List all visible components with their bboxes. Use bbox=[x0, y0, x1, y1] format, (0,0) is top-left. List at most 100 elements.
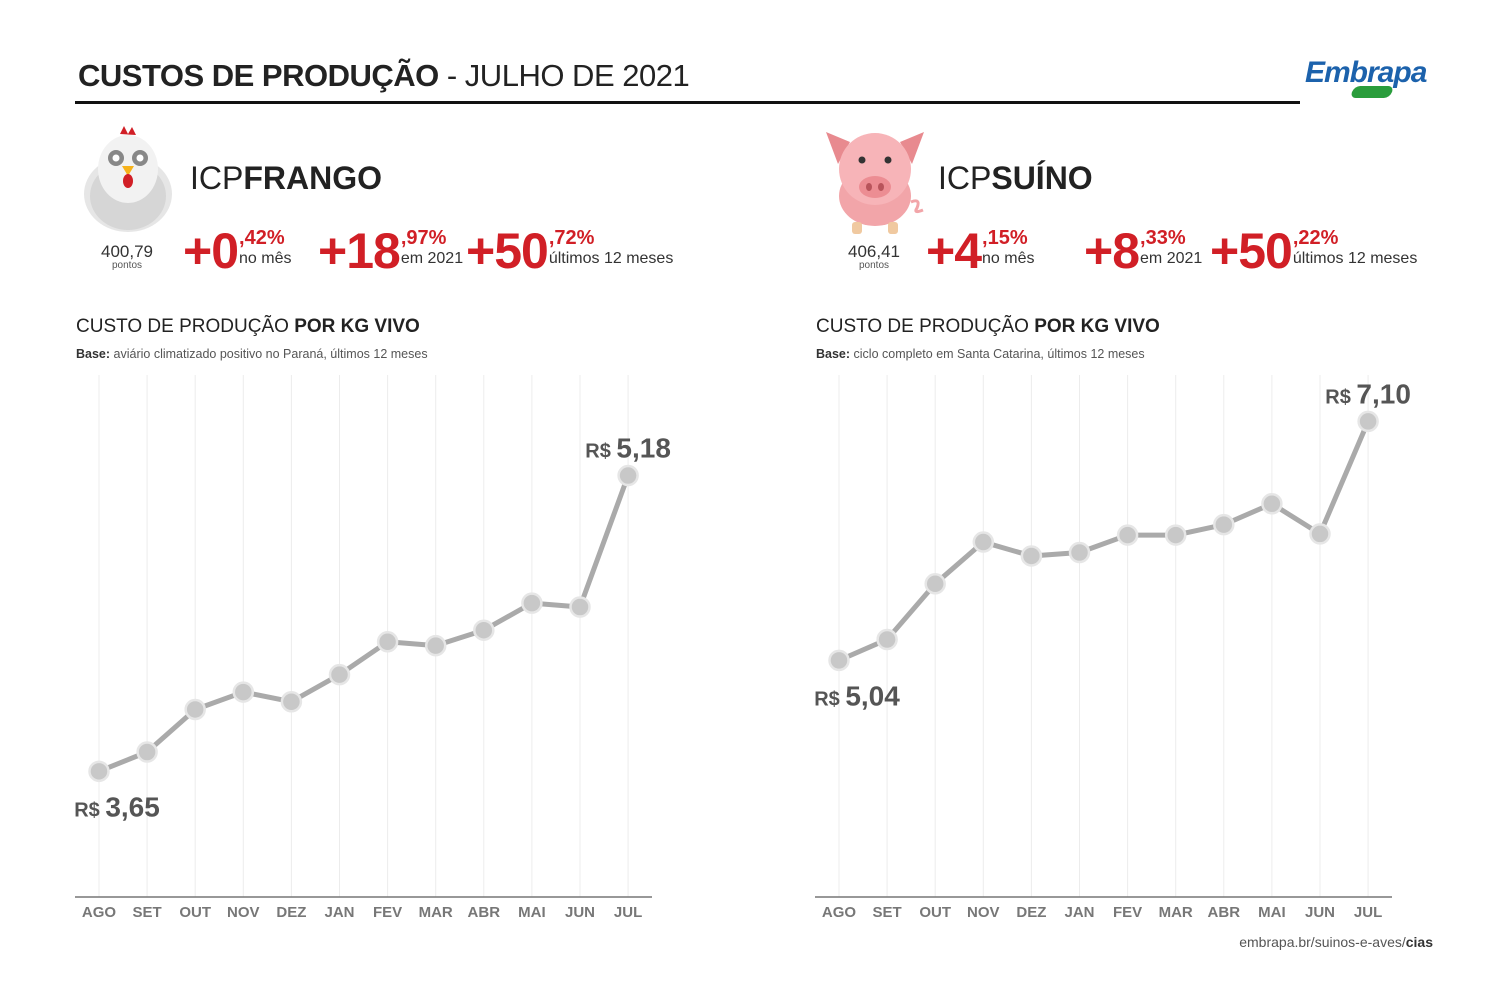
x-tick-label: JUN bbox=[565, 904, 595, 921]
x-tick-label: DEZ bbox=[1016, 904, 1046, 921]
data-point bbox=[184, 698, 206, 721]
stat-year: +18,97% em 2021 bbox=[318, 226, 463, 276]
x-tick-label: MAR bbox=[1159, 904, 1193, 921]
x-tick-label: ABR bbox=[468, 904, 501, 921]
x-tick-label: JUL bbox=[1354, 904, 1382, 921]
stat-label: em 2021 bbox=[1140, 250, 1203, 267]
stat-decimal: ,42% bbox=[239, 227, 285, 249]
icp-name: SUÍNO bbox=[991, 160, 1093, 196]
stat-label: em 2021 bbox=[400, 250, 464, 267]
data-point bbox=[232, 681, 255, 703]
data-point bbox=[136, 741, 158, 763]
footer-url[interactable]: embrapa.br/suinos-e-aves/cias bbox=[1239, 934, 1433, 950]
data-label: R$ 5,18 bbox=[585, 433, 671, 464]
x-tick-label: AGO bbox=[82, 904, 117, 921]
data-point bbox=[972, 531, 995, 553]
stat-big: +18 bbox=[318, 223, 401, 279]
x-tick-label: FEV bbox=[373, 904, 402, 921]
data-point bbox=[1357, 410, 1379, 433]
icp-frango-title: ICPFRANGO bbox=[190, 160, 382, 197]
data-point bbox=[924, 573, 946, 595]
section-title-normal: CUSTO DE PRODUÇÃO bbox=[816, 316, 1029, 337]
stat-decimal: ,97% bbox=[400, 227, 447, 249]
stat-decimal: ,15% bbox=[982, 227, 1028, 249]
stat-decimal: ,33% bbox=[1140, 227, 1186, 249]
stat-12-months: +50,22% últimos 12 meses bbox=[1210, 226, 1417, 276]
x-tick-label: JUL bbox=[614, 904, 642, 921]
page-title-bold: CUSTOS DE PRODUÇÃO bbox=[78, 58, 439, 93]
stat-big: +8 bbox=[1084, 223, 1140, 279]
data-label: R$ 3,65 bbox=[74, 791, 160, 822]
points-value: 406,41 bbox=[848, 242, 900, 261]
data-point bbox=[424, 634, 447, 657]
section-title-bold: POR KG VIVO bbox=[294, 316, 420, 337]
stat-big: +50 bbox=[1210, 223, 1293, 279]
data-point bbox=[876, 628, 898, 651]
data-point bbox=[569, 596, 591, 618]
suino-points: 406,41 pontos bbox=[834, 243, 914, 271]
data-point bbox=[328, 663, 351, 686]
x-tick-label: ABR bbox=[1208, 904, 1241, 921]
frango-section-title: CUSTO DE PRODUÇÃO POR KG VIVO bbox=[76, 316, 420, 338]
stat-label: no mês bbox=[239, 250, 292, 267]
suino-cost-chart: AGO SET OUT NOV DEZ JAN FEV MAR ABR MAI JUN JUL R$ 5… bbox=[814, 375, 1411, 921]
icp-prefix: ICP bbox=[190, 160, 244, 196]
stat-label: últimos 12 meses bbox=[1292, 250, 1418, 267]
suino-section-title: CUSTO DE PRODUÇÃO POR KG VIVO bbox=[816, 316, 1160, 338]
data-point bbox=[1020, 545, 1043, 567]
points-label: pontos bbox=[858, 260, 890, 271]
data-point bbox=[1261, 493, 1283, 515]
x-tick-label: NOV bbox=[227, 904, 260, 921]
suino-base-note: Base: ciclo completo em Santa Catarina, … bbox=[816, 347, 1145, 361]
section-title-normal: CUSTO DE PRODUÇÃO bbox=[76, 316, 289, 337]
x-tick-label: AGO bbox=[822, 904, 857, 921]
chicken-icon bbox=[84, 126, 172, 232]
data-point bbox=[473, 619, 495, 641]
base-text: aviário climatizado positivo no Paraná, … bbox=[113, 347, 428, 361]
x-tick-label: MAR bbox=[419, 904, 453, 921]
data-point bbox=[88, 760, 110, 783]
x-tick-label: JAN bbox=[324, 904, 354, 921]
x-tick-label: MAI bbox=[1258, 904, 1286, 921]
x-tick-label: OUT bbox=[919, 904, 951, 921]
stat-big: +0 bbox=[183, 223, 239, 279]
icp-prefix: ICP bbox=[938, 160, 992, 196]
data-point bbox=[1164, 524, 1187, 546]
data-point bbox=[1068, 541, 1091, 564]
x-tick-label: NOV bbox=[967, 904, 1000, 921]
x-tick-label: FEV bbox=[1113, 904, 1142, 921]
base-text: ciclo completo em Santa Catarina, último… bbox=[853, 347, 1145, 361]
x-tick-label: SET bbox=[873, 904, 902, 921]
data-point bbox=[1309, 523, 1331, 545]
data-label: R$ 5,04 bbox=[814, 680, 900, 711]
stat-label: últimos 12 meses bbox=[548, 250, 674, 267]
header-divider bbox=[75, 101, 1300, 104]
points-value: 400,79 bbox=[101, 242, 153, 261]
data-point bbox=[828, 649, 850, 672]
frango-points: 400,79 pontos bbox=[87, 243, 167, 271]
stat-big: +4 bbox=[926, 223, 982, 279]
stat-big: +50 bbox=[466, 223, 549, 279]
data-point bbox=[521, 592, 543, 614]
x-tick-label: DEZ bbox=[276, 904, 306, 921]
stat-12-months: +50,72% últimos 12 meses bbox=[466, 226, 673, 276]
base-label: Base: bbox=[76, 347, 111, 361]
data-point bbox=[376, 631, 399, 653]
data-point bbox=[1213, 513, 1235, 536]
x-tick-label: JAN bbox=[1064, 904, 1094, 921]
frango-cost-chart: AGO SET OUT NOV DEZ JAN FEV MAR ABR MAI JUN JUL R$ 3… bbox=[74, 375, 671, 921]
icp-suino-title: ICPSUÍNO bbox=[938, 160, 1093, 197]
stat-month: +4,15% no mês bbox=[926, 226, 1034, 276]
points-label: pontos bbox=[111, 260, 143, 271]
stat-label: no mês bbox=[982, 250, 1035, 267]
page-title-rest: - JULHO DE 2021 bbox=[446, 58, 690, 93]
frango-base-note: Base: aviário climatizado positivo no Pa… bbox=[76, 347, 428, 361]
embrapa-logo: Embrapa bbox=[1305, 56, 1427, 89]
stat-decimal: ,22% bbox=[1292, 227, 1339, 249]
x-tick-label: SET bbox=[133, 904, 162, 921]
data-point bbox=[617, 464, 639, 487]
page-title: CUSTOS DE PRODUÇÃO - JULHO DE 2021 bbox=[78, 58, 690, 94]
logo-swoosh-icon bbox=[1349, 86, 1395, 98]
icp-name: FRANGO bbox=[243, 160, 382, 196]
footer-url-normal: embrapa.br/suinos-e-aves/ bbox=[1239, 934, 1406, 950]
